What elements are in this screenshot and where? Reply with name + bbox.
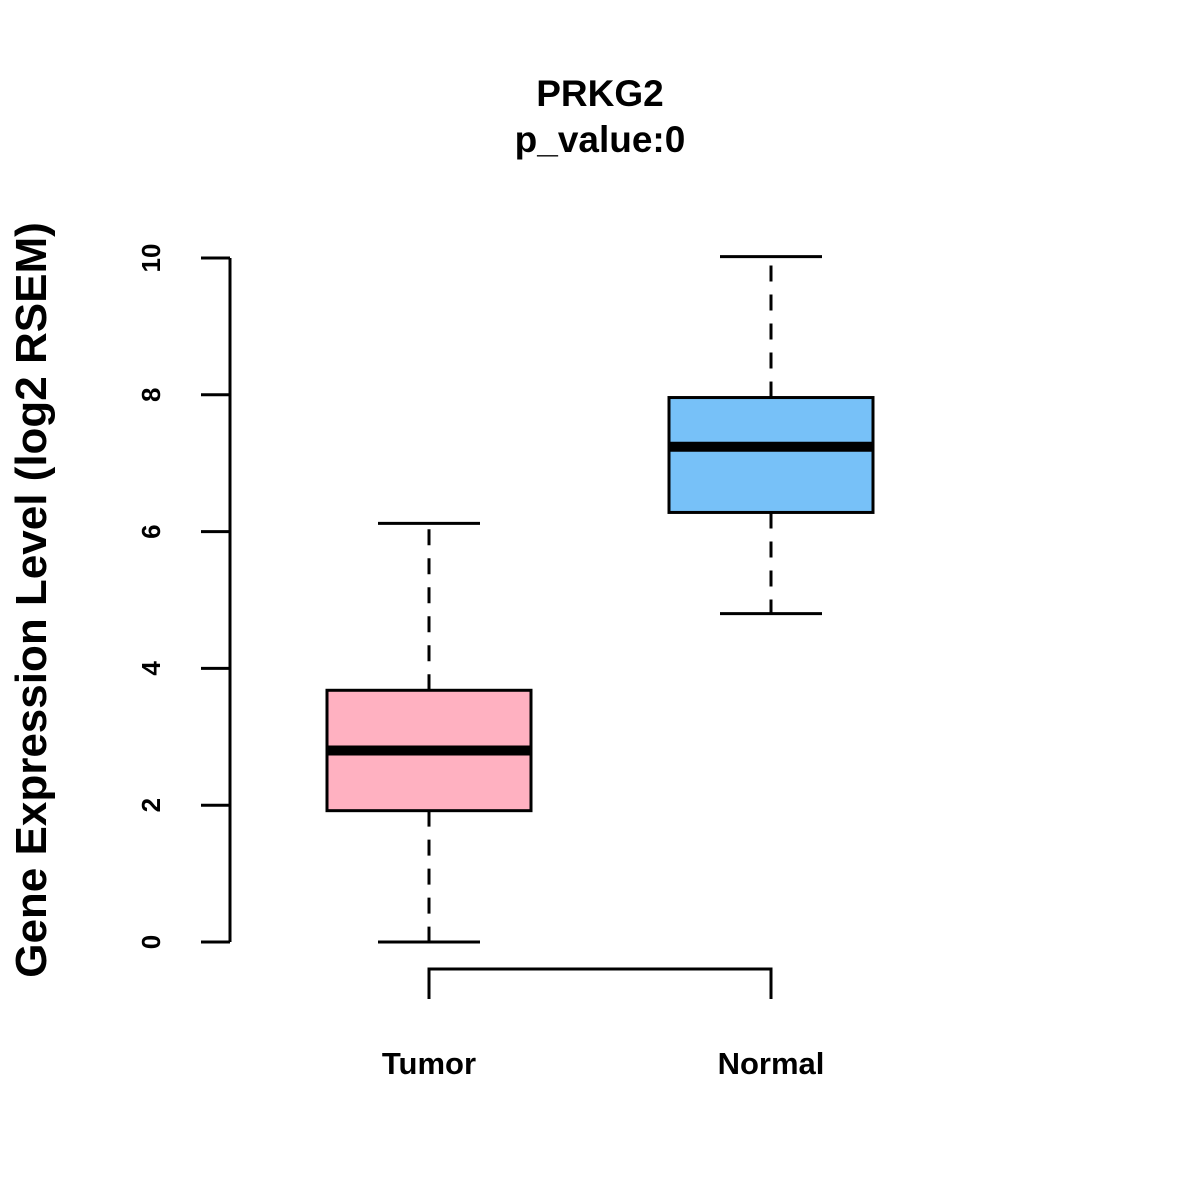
iqr-box (667, 396, 875, 514)
y-axis: 0 2 4 6 8 10 (136, 244, 232, 949)
y-tick-label: 0 (136, 935, 166, 949)
chart-title: PRKG2 (536, 73, 663, 114)
bracket-line (427, 967, 773, 999)
chart-subtitle: p_value:0 (515, 119, 686, 160)
y-tick-label: 2 (136, 798, 166, 812)
y-axis-label: Gene Expression Level (log2 RSEM) (7, 222, 56, 978)
category-labels: Tumor Normal (382, 1046, 824, 1081)
y-tick-label: 6 (136, 524, 166, 538)
y-tick-label: 10 (136, 244, 166, 273)
box-normal (667, 255, 875, 616)
category-label-normal: Normal (718, 1046, 825, 1081)
significance-bracket (427, 967, 773, 999)
box-tumor (325, 521, 533, 944)
y-tick-label: 4 (136, 661, 166, 676)
y-tick-label: 8 (136, 388, 166, 402)
boxes-group (325, 255, 875, 944)
category-label-tumor: Tumor (382, 1046, 476, 1081)
